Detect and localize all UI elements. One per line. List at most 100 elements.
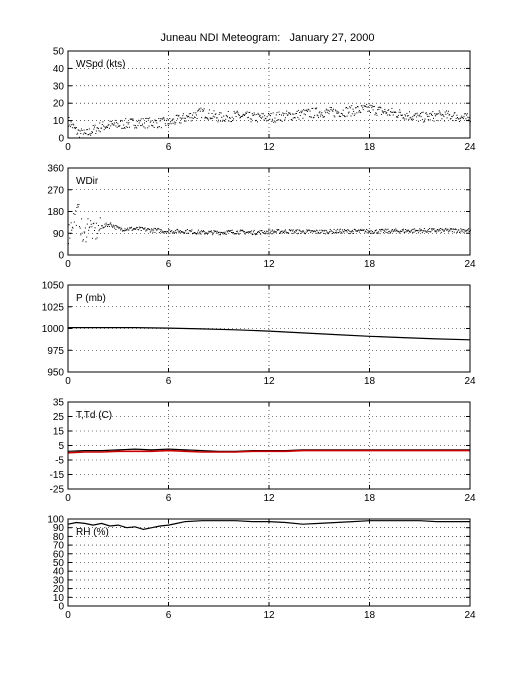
data-point [112,124,114,126]
data-point [286,232,288,234]
data-point [264,115,266,117]
data-point [116,225,118,227]
data-point [379,106,381,108]
data-point [134,228,136,230]
data-point [340,115,342,117]
data-point [208,112,210,114]
data-point [392,231,394,233]
data-point [379,229,381,231]
data-point [255,233,257,235]
data-point [186,115,188,117]
data-point [434,231,436,233]
data-point [123,230,125,232]
data-point [155,120,157,122]
data-point [283,114,284,116]
data-point [108,226,110,227]
data-point [74,214,76,215]
data-point [320,231,322,233]
data-point [171,230,173,232]
data-point [322,230,324,232]
data-point [74,126,76,128]
data-point [447,112,449,114]
data-point [278,111,280,113]
data-point [192,232,194,234]
data-point [265,118,267,120]
data-point [172,122,174,124]
data-point [251,113,253,115]
data-point [307,110,308,112]
data-point [257,112,259,114]
data-point [121,120,123,122]
data-point [245,112,247,114]
data-point [427,229,429,230]
data-point [188,116,190,118]
data-point [403,232,405,233]
data-point [221,120,223,122]
data-point [310,116,312,118]
data-point [156,122,158,124]
data-point [349,232,351,234]
data-point [190,113,192,114]
data-point [97,233,99,234]
data-point [397,231,399,233]
data-point [331,109,333,111]
data-point [460,229,462,231]
data-point [329,107,331,108]
data-point [344,230,346,232]
data-point [94,227,96,229]
data-point [236,230,238,232]
data-point [215,113,217,115]
data-point [396,229,397,231]
data-point [186,232,188,234]
data-point [174,123,176,125]
data-point [311,230,313,232]
data-point [406,229,408,231]
data-point [151,125,153,127]
data-point [394,111,395,113]
data-point [366,103,368,105]
data-point [234,112,236,114]
data-point [430,231,432,233]
data-point [87,134,89,136]
data-point [383,229,385,231]
x-tick-label: 0 [65,610,71,621]
data-point [104,126,106,128]
y-tick-label: 15 [53,427,65,438]
data-point [400,114,402,116]
data-point [205,232,207,234]
data-point [240,229,242,231]
data-point [116,122,118,124]
data-point [266,233,268,235]
data-point [92,237,93,239]
chart-title: Juneau NDI Meteogram: January 27, 2000 [160,32,375,44]
data-point [145,120,147,122]
data-point [367,229,369,231]
data-point [225,233,227,235]
data-point [446,229,448,231]
data-point [205,232,206,234]
data-point [240,116,242,118]
data-point [392,111,394,113]
data-point [468,117,470,119]
data-point [299,114,301,116]
data-point [110,222,112,224]
data-point [95,222,97,224]
data-point [99,131,101,133]
data-point [455,120,457,122]
data-point [446,229,447,231]
data-point [458,118,460,120]
data-point [343,231,345,233]
x-tick-label: 6 [166,610,172,621]
data-point [162,117,164,119]
data-point [283,232,284,233]
data-point [381,110,383,112]
data-point [337,232,339,234]
data-point [346,115,348,117]
data-point [292,229,294,231]
data-point [406,112,408,114]
data-point [316,114,318,116]
data-point [84,231,86,233]
data-point [386,111,388,113]
data-point [396,116,397,118]
data-point [371,232,373,234]
